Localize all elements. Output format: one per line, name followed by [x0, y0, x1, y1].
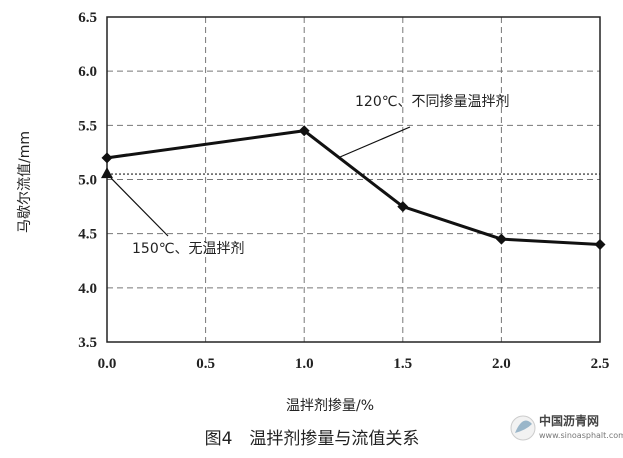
diamond-marker: [594, 239, 606, 250]
x-tick-label: 2.0: [492, 356, 511, 372]
x-tick-label: 2.5: [591, 356, 610, 372]
grid-lines: [107, 17, 600, 342]
annotation-leader-150c: [110, 177, 169, 237]
watermark: 中国沥青网 www.sinoasphalt.com: [510, 413, 623, 441]
y-tick-label: 5.0: [78, 173, 97, 189]
diamond-marker: [495, 233, 507, 245]
series-line-120c: [106, 129, 601, 246]
y-tick-label: 4.5: [78, 227, 97, 243]
watermark-url: www.sinoasphalt.com: [539, 431, 623, 440]
x-axis-title: 温拌剂掺量/%: [286, 397, 374, 414]
x-tick-label: 1.0: [295, 356, 314, 372]
y-tick-label: 3.5: [78, 335, 97, 351]
y-tick-label: 6.0: [78, 64, 97, 80]
y-tick-label: 5.5: [78, 118, 97, 134]
y-tick-label: 6.5: [78, 10, 97, 26]
figure-caption: 图4 温拌剂掺量与流值关系: [205, 429, 420, 449]
annotation-120c: 120℃、不同掺量温拌剂: [355, 93, 509, 110]
triangle-marker: [101, 167, 113, 179]
x-tick-labels: 0.0 0.5 1.0 1.5 2.0 2.5: [98, 356, 610, 372]
diamond-marker: [298, 125, 310, 137]
diamond-marker: [397, 201, 409, 213]
annotation-leader-120c: [339, 126, 411, 158]
plot-frame: [106, 16, 601, 343]
series-layer: [101, 125, 606, 250]
x-tick-label: 0.0: [98, 356, 117, 372]
watermark-leaf-icon: [515, 420, 532, 433]
y-axis-title: 马歇尔流值/mm: [17, 131, 33, 233]
x-tick-label: 1.5: [393, 356, 412, 372]
x-tick-label: 0.5: [196, 356, 215, 372]
annotations-layer: 120℃、不同掺量温拌剂 150℃、无温拌剂: [110, 93, 509, 257]
y-tick-labels: 3.5 4.0 4.5 5.0 5.5 6.0 6.5: [78, 10, 97, 351]
annotation-150c: 150℃、无温拌剂: [132, 241, 244, 257]
diamond-marker: [101, 152, 113, 164]
watermark-name: 中国沥青网: [539, 413, 599, 428]
y-tick-label: 4.0: [78, 281, 97, 297]
